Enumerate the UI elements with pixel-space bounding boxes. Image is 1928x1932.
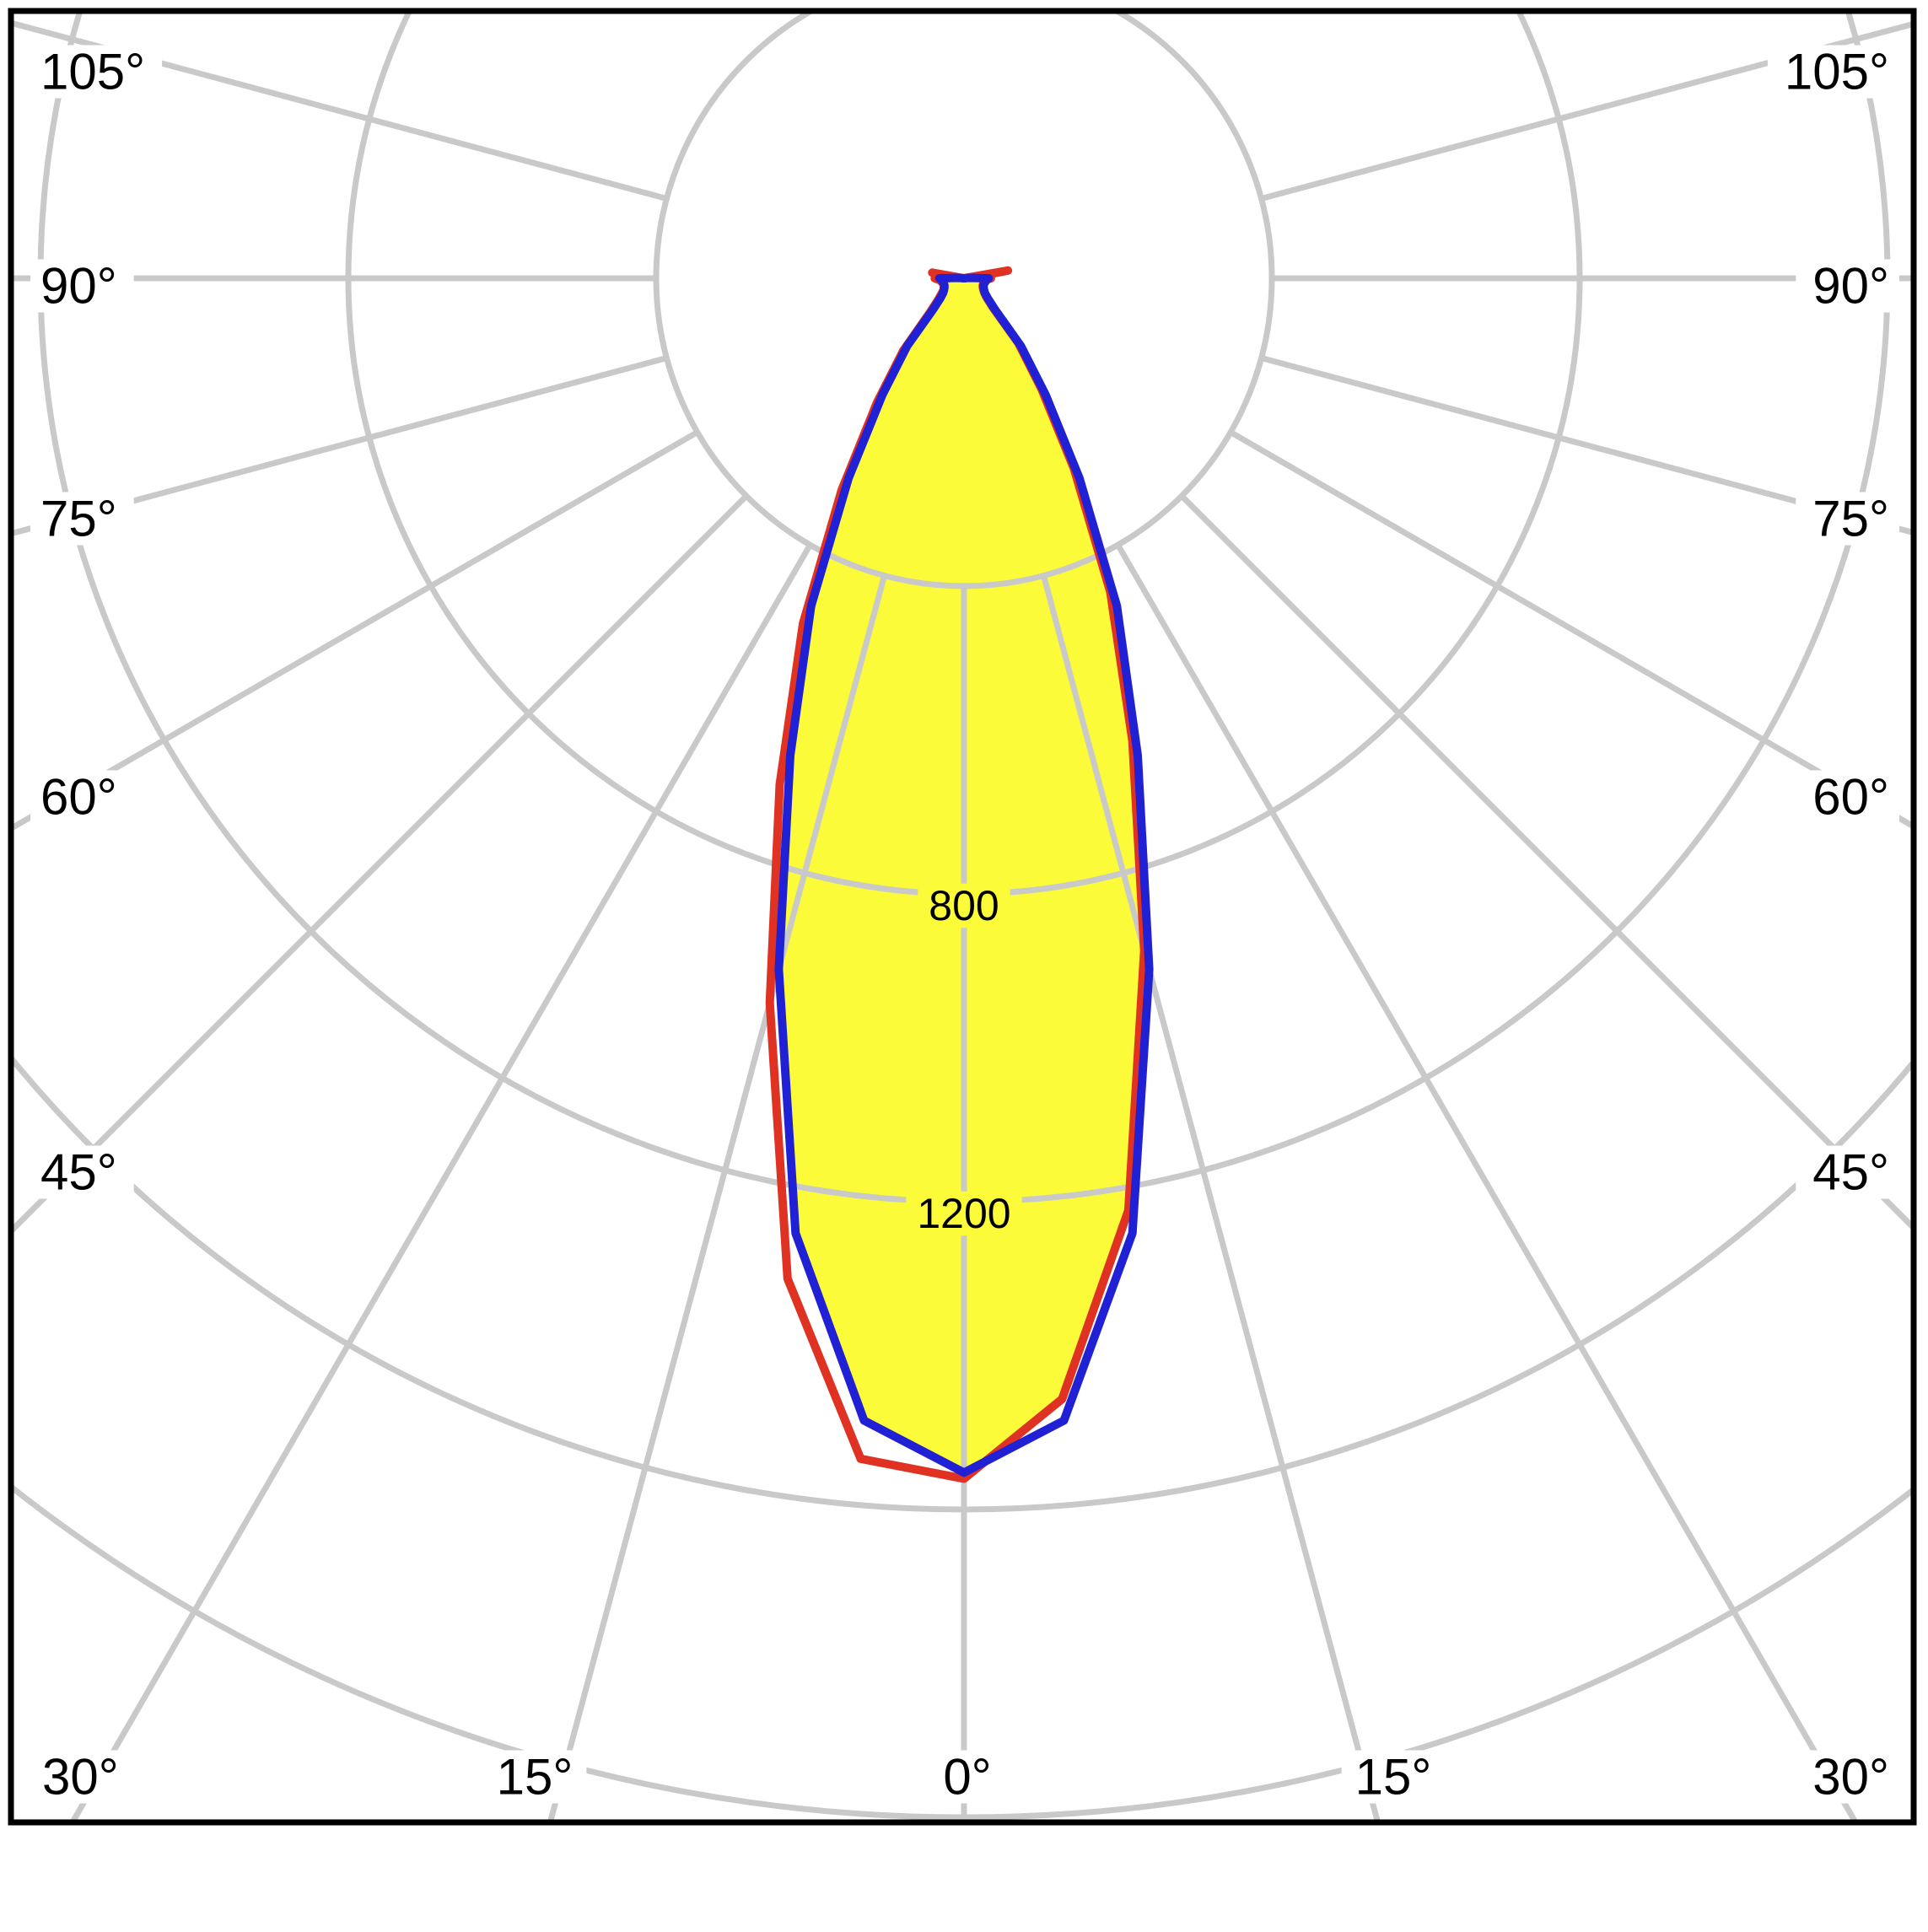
ring-label-800: 800 bbox=[929, 882, 999, 929]
angle-label-5-105deg: 105° bbox=[1785, 44, 1889, 100]
angle-label-7-75deg: 75° bbox=[1812, 491, 1889, 547]
angle-label-2-75deg: 75° bbox=[40, 491, 117, 547]
angle-label-9-45deg: 45° bbox=[1812, 1144, 1889, 1201]
angle-label-14-30deg: 30° bbox=[1812, 1749, 1889, 1806]
ring-label-1200: 1200 bbox=[917, 1190, 1010, 1237]
angle-label-3-60deg: 60° bbox=[40, 769, 117, 826]
angle-label-10-30deg: 30° bbox=[42, 1749, 119, 1806]
angle-label-13-15deg: 15° bbox=[1355, 1749, 1432, 1806]
angle-label-11-15deg: 15° bbox=[497, 1749, 574, 1806]
angle-label-6-90deg: 90° bbox=[1812, 258, 1889, 315]
angle-label-0-105deg: 105° bbox=[40, 44, 145, 100]
angle-label-1-90deg: 90° bbox=[40, 258, 117, 315]
angle-label-8-60deg: 60° bbox=[1812, 769, 1889, 826]
angle-label-4-45deg: 45° bbox=[40, 1144, 117, 1201]
angle-label-12-0deg: 0° bbox=[943, 1749, 991, 1806]
